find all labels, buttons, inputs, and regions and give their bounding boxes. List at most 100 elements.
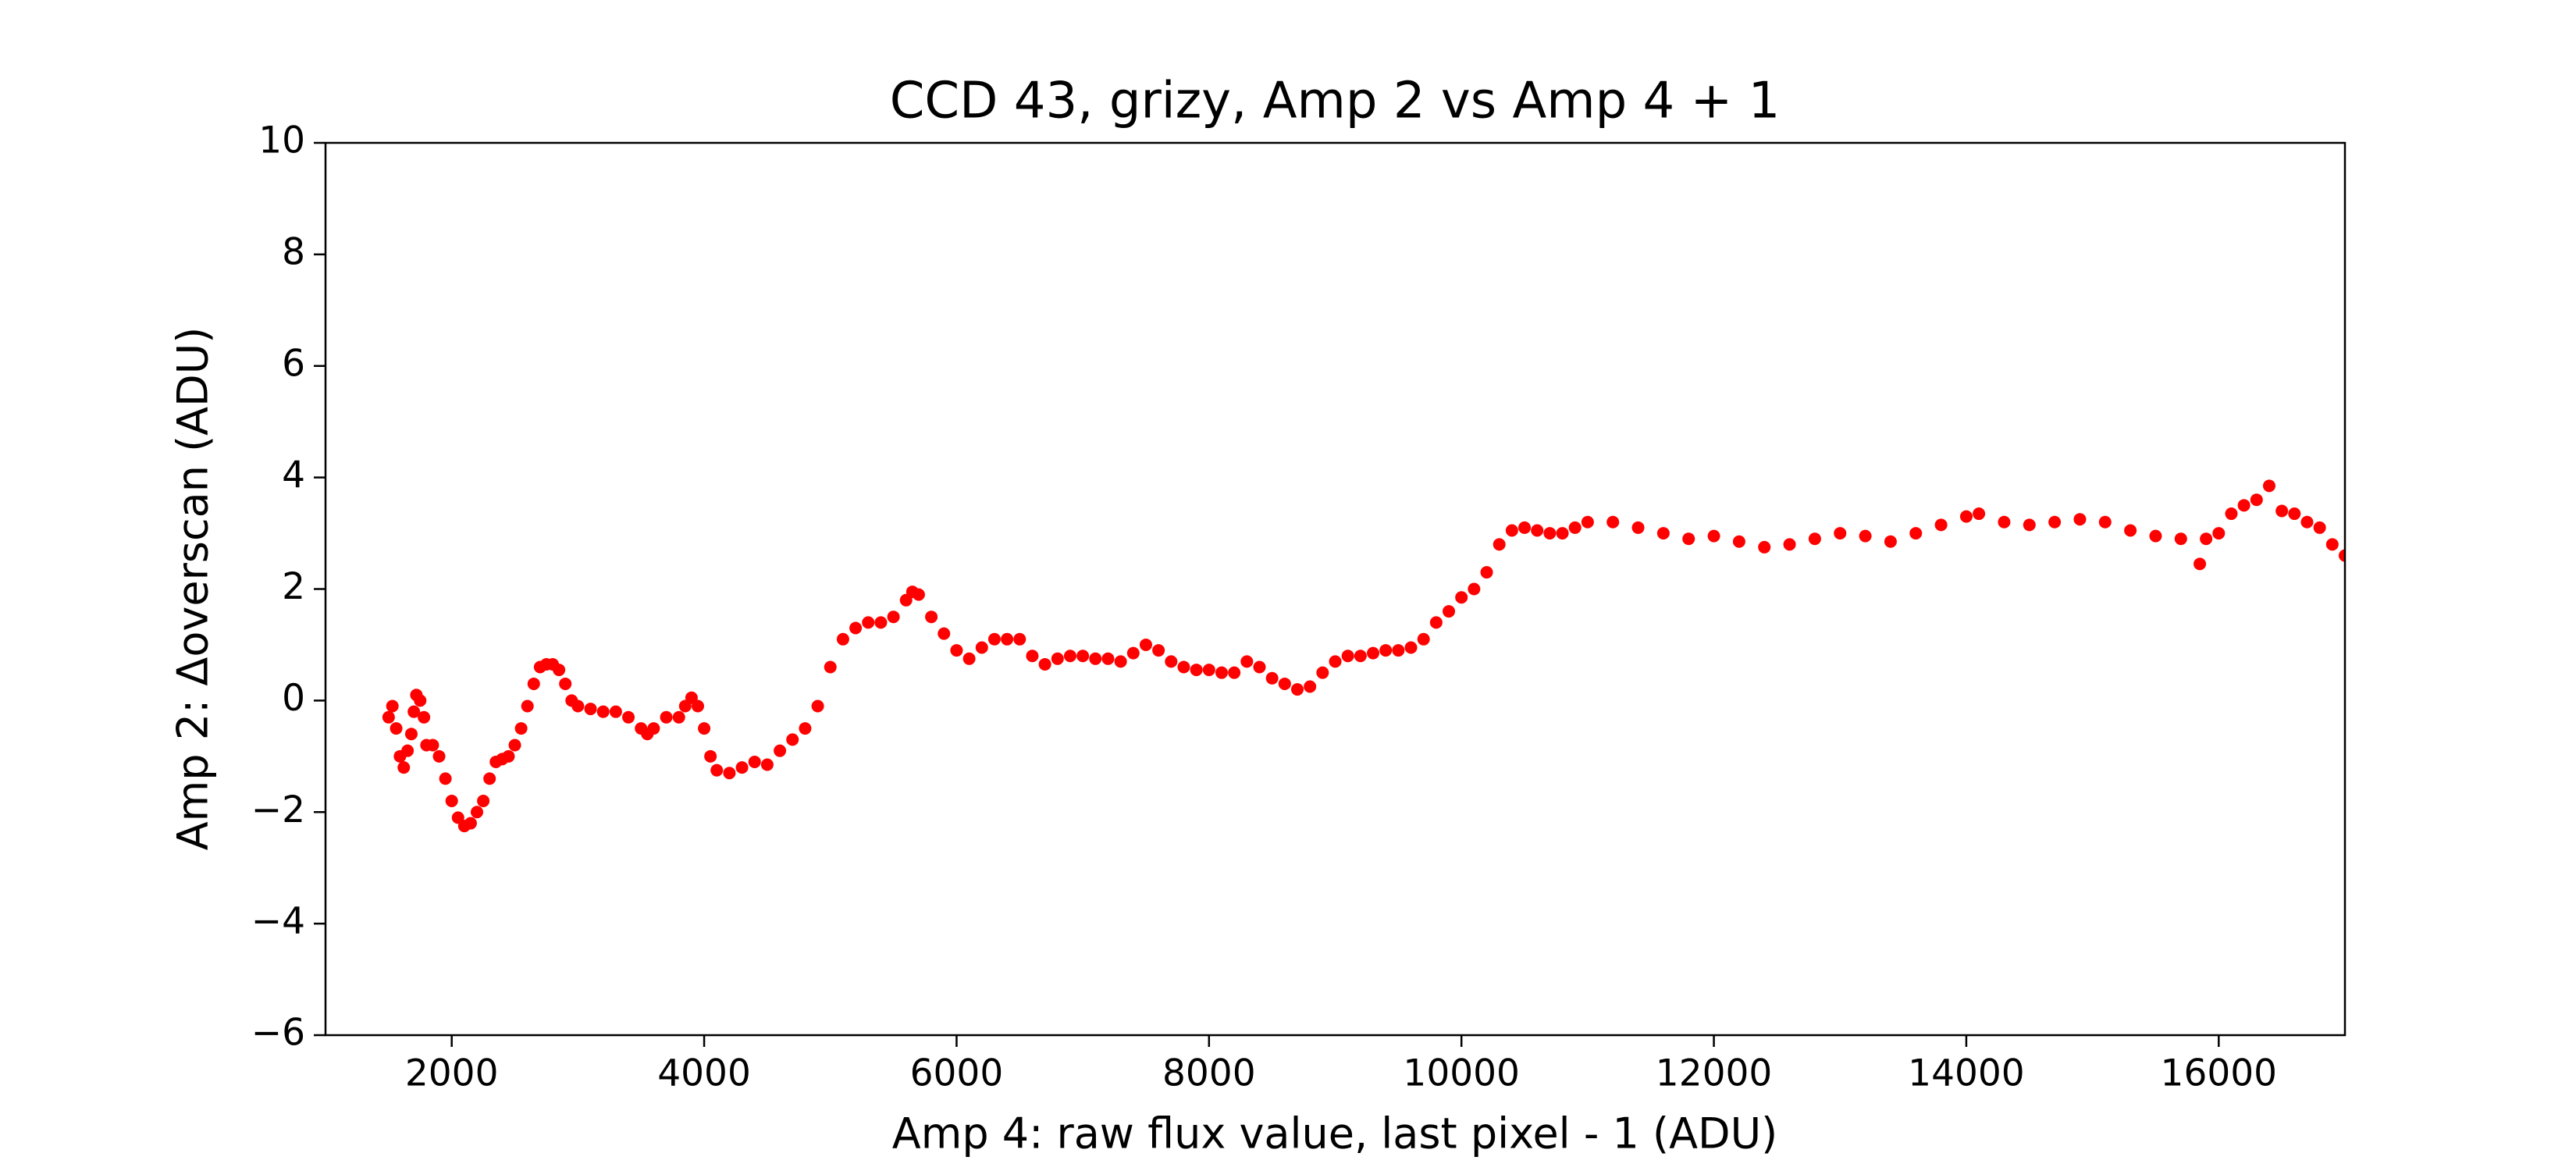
data-point	[735, 761, 749, 774]
data-point	[849, 621, 863, 635]
data-point	[439, 772, 452, 785]
data-point	[445, 794, 458, 807]
data-point	[1998, 515, 2011, 529]
data-point	[1089, 652, 1102, 665]
x-axis-label: Amp 4: raw flux value, last pixel - 1 (A…	[892, 1109, 1777, 1159]
y-tick-label: 0	[282, 677, 305, 720]
data-point	[1934, 518, 1948, 532]
data-point	[1505, 524, 1518, 537]
data-point	[1631, 521, 1645, 534]
data-point	[407, 705, 421, 718]
data-point	[1606, 515, 1620, 529]
data-point	[2237, 499, 2250, 512]
data-point	[1859, 529, 1872, 543]
data-point	[1165, 655, 1178, 668]
y-tick-label: 6	[282, 342, 305, 385]
x-tick-label: 14000	[1908, 1052, 2025, 1095]
data-point	[2225, 507, 2238, 521]
data-point	[1240, 655, 1254, 668]
data-point	[660, 710, 673, 724]
data-point	[1202, 664, 1215, 677]
data-point	[748, 755, 761, 768]
x-tick-label: 4000	[657, 1052, 751, 1095]
data-point	[1152, 644, 1165, 657]
data-point	[1543, 527, 1557, 540]
y-tick-label: 10	[258, 119, 305, 162]
data-point	[710, 763, 724, 777]
x-tick-label: 12000	[1656, 1052, 1773, 1095]
data-point	[1051, 652, 1064, 665]
data-point	[1379, 644, 1393, 657]
data-point	[647, 722, 660, 735]
data-point	[1126, 646, 1140, 660]
data-point	[483, 772, 496, 785]
data-point	[464, 817, 477, 830]
data-point	[426, 739, 439, 752]
chart-title: CCD 43, grizy, Amp 2 vs Amp 4 + 1	[890, 73, 1781, 130]
data-point	[1304, 680, 1317, 693]
data-point	[1973, 507, 1986, 521]
data-point	[609, 705, 622, 718]
data-point	[1707, 529, 1720, 543]
data-point	[471, 806, 484, 819]
data-point	[1468, 582, 1481, 596]
data-point	[2048, 515, 2062, 529]
data-point	[786, 733, 799, 746]
data-point	[1253, 660, 1266, 674]
data-point	[1063, 650, 1076, 663]
data-point	[1392, 644, 1405, 657]
data-point	[862, 616, 875, 629]
data-point	[2194, 557, 2207, 571]
data-point	[975, 641, 988, 654]
data-point	[887, 610, 900, 624]
data-point	[811, 699, 824, 713]
data-point	[874, 616, 888, 629]
data-point	[2174, 532, 2187, 546]
data-point	[559, 677, 572, 690]
data-point	[1429, 616, 1443, 629]
data-point	[414, 694, 427, 707]
data-point	[1038, 657, 1051, 671]
data-point	[418, 710, 431, 724]
data-point	[514, 722, 528, 735]
data-point	[774, 744, 787, 757]
data-point	[987, 632, 1001, 646]
data-point	[836, 632, 849, 646]
data-point	[382, 710, 395, 724]
y-tick-label: 8	[282, 230, 305, 273]
data-point	[1493, 538, 1506, 551]
data-point	[1581, 515, 1594, 529]
x-tick-label: 10000	[1403, 1052, 1520, 1095]
data-point	[950, 644, 963, 657]
data-point	[1480, 566, 1493, 579]
data-point	[938, 627, 951, 640]
data-point	[1732, 535, 1745, 548]
y-tick-label: 4	[282, 454, 305, 497]
data-point	[1329, 655, 1342, 668]
data-point	[2124, 524, 2137, 537]
y-tick-label: 2	[282, 565, 305, 608]
data-point	[401, 744, 415, 757]
x-tick-label: 8000	[1162, 1052, 1256, 1095]
data-point	[2149, 529, 2162, 543]
data-point	[704, 749, 717, 763]
data-point	[521, 699, 534, 713]
data-point	[584, 703, 597, 716]
data-point	[1531, 524, 1544, 537]
data-point	[1783, 538, 1796, 551]
data-point	[404, 728, 418, 741]
data-point	[553, 664, 566, 677]
data-point	[2262, 479, 2275, 493]
y-tick-label: −6	[251, 1012, 305, 1055]
data-point	[1455, 591, 1468, 604]
data-point	[1417, 632, 1430, 646]
data-point	[1682, 532, 1695, 546]
data-point	[672, 710, 685, 724]
data-point	[1568, 521, 1582, 534]
data-point	[1215, 666, 1228, 679]
y-axis-label: Amp 2: Δoverscan (ADU)	[169, 327, 218, 851]
data-point	[508, 739, 521, 752]
data-point	[1518, 521, 1532, 534]
data-point	[698, 722, 711, 735]
